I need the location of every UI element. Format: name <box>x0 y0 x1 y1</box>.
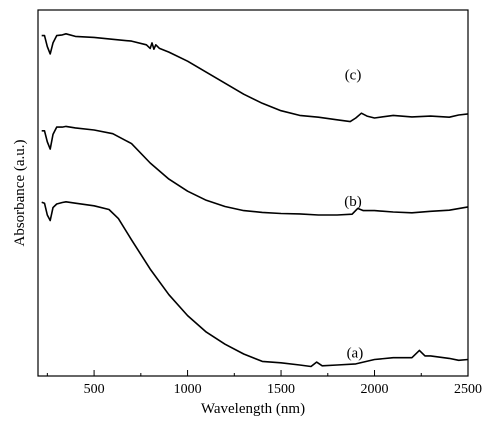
x-tick-label: 1000 <box>174 382 202 397</box>
y-axis-title: Absorbance (a.u.) <box>12 139 28 246</box>
plot-axes: 500 1000 1500 2000 2500 <box>37 9 482 397</box>
series-line-2 <box>41 201 469 368</box>
series-label-1: (b) <box>344 194 362 210</box>
x-axis-title: Wavelength (nm) <box>201 401 305 417</box>
x-tick-label: 2500 <box>454 382 482 397</box>
series-line-1 <box>41 125 469 216</box>
plot-series: (c) (b) (a) <box>41 33 469 368</box>
x-tick-label: 2000 <box>361 382 389 397</box>
x-tick-label: 1500 <box>267 382 295 397</box>
series-label-0: (c) <box>345 68 362 84</box>
x-tick-label: 500 <box>84 382 105 397</box>
series-label-2: (a) <box>347 346 364 362</box>
series-line-0 <box>41 33 469 123</box>
plot-frame <box>37 9 469 377</box>
